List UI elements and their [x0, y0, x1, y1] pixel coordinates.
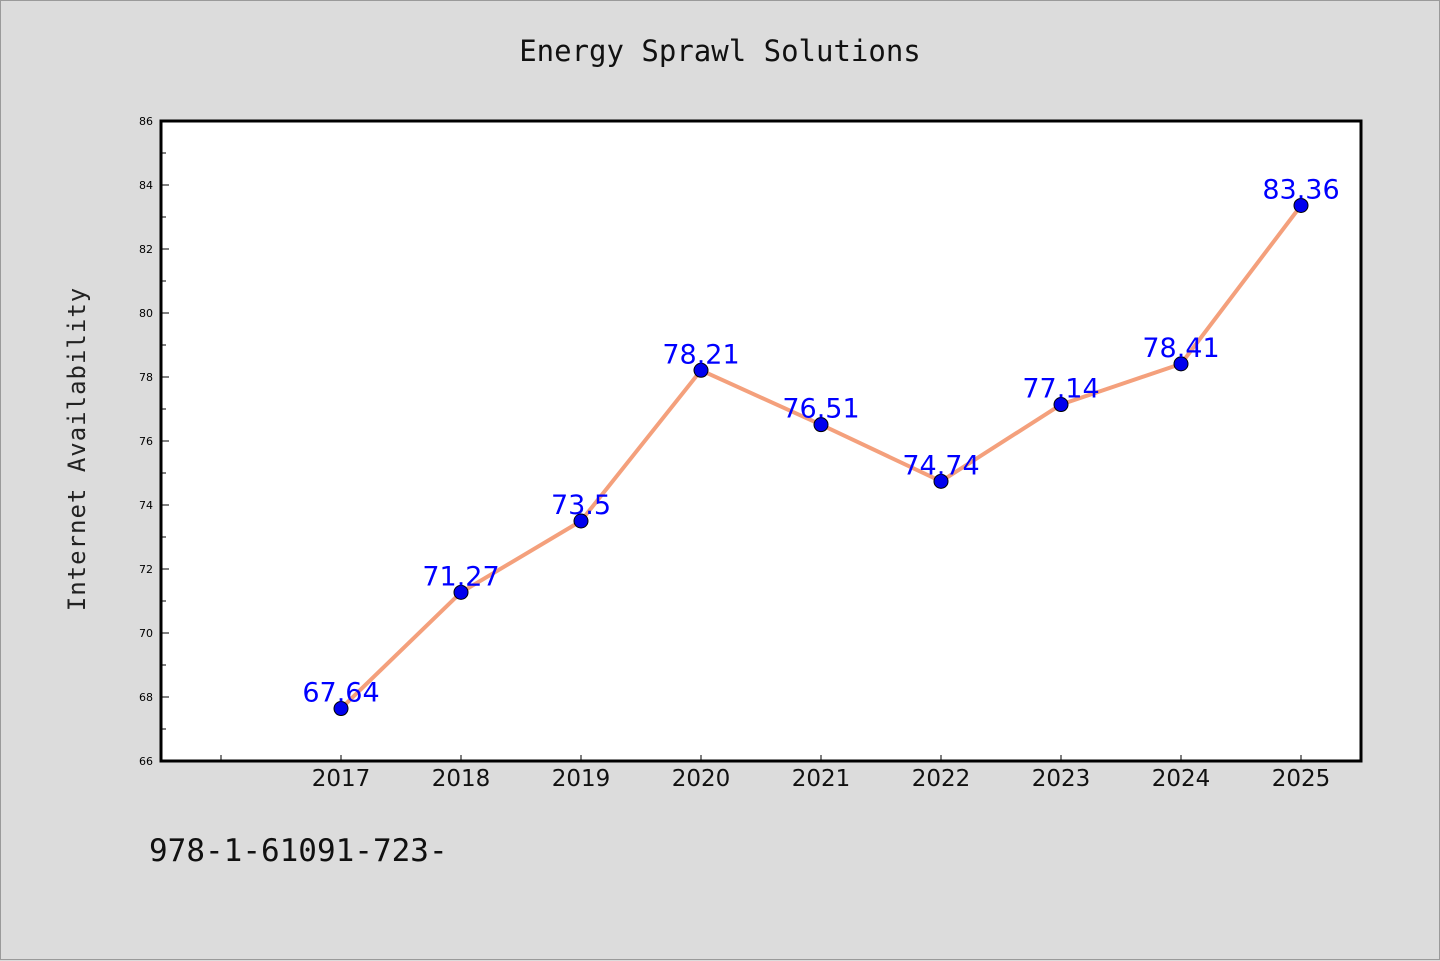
y-tick-label: 80: [139, 307, 153, 320]
data-point: [813, 417, 829, 433]
data-point: [1173, 356, 1189, 372]
data-point: [333, 701, 349, 717]
chart-title: Energy Sprawl Solutions: [519, 34, 921, 68]
data-label: 78.41: [1142, 333, 1219, 364]
data-label: 73.5: [551, 490, 611, 521]
y-tick-label: 84: [139, 179, 153, 192]
y-tick-label: 70: [139, 627, 153, 640]
y-tick-label: 74: [139, 499, 153, 512]
y-tick-label: 66: [139, 755, 153, 768]
data-label: 78.21: [662, 339, 739, 370]
x-tick-label: 2023: [1032, 766, 1091, 792]
y-tick-label: 78: [139, 371, 153, 384]
y-tick-label: 68: [139, 691, 153, 704]
x-tick-label: 2017: [312, 766, 371, 792]
data-label: 74.74: [902, 450, 979, 481]
x-tick-label: 2020: [672, 766, 731, 792]
data-label: 67.64: [302, 678, 379, 709]
data-point: [573, 513, 589, 529]
x-tick-label: 2018: [432, 766, 491, 792]
data-point: [1293, 197, 1309, 213]
x-tick-label: 2024: [1152, 766, 1211, 792]
data-point: [453, 584, 469, 600]
y-tick-label: 72: [139, 563, 153, 576]
data-label: 76.51: [782, 394, 859, 425]
x-tick-label: 2025: [1272, 766, 1331, 792]
data-label: 77.14: [1022, 374, 1099, 405]
data-point: [693, 362, 709, 378]
y-tick-label: 86: [139, 115, 153, 128]
data-label: 83.36: [1262, 174, 1339, 205]
data-label: 71.27: [422, 561, 499, 592]
data-point: [933, 473, 949, 489]
plot-area: [159, 119, 1363, 763]
y-tick-label: 76: [139, 435, 153, 448]
footer-code: 978-1-61091-723-: [149, 833, 448, 869]
y-tick-label: 82: [139, 243, 153, 256]
x-tick-label: 2022: [912, 766, 971, 792]
data-point: [1053, 397, 1069, 413]
x-tick-label: 2021: [792, 766, 851, 792]
x-tick-label: 2019: [552, 766, 611, 792]
